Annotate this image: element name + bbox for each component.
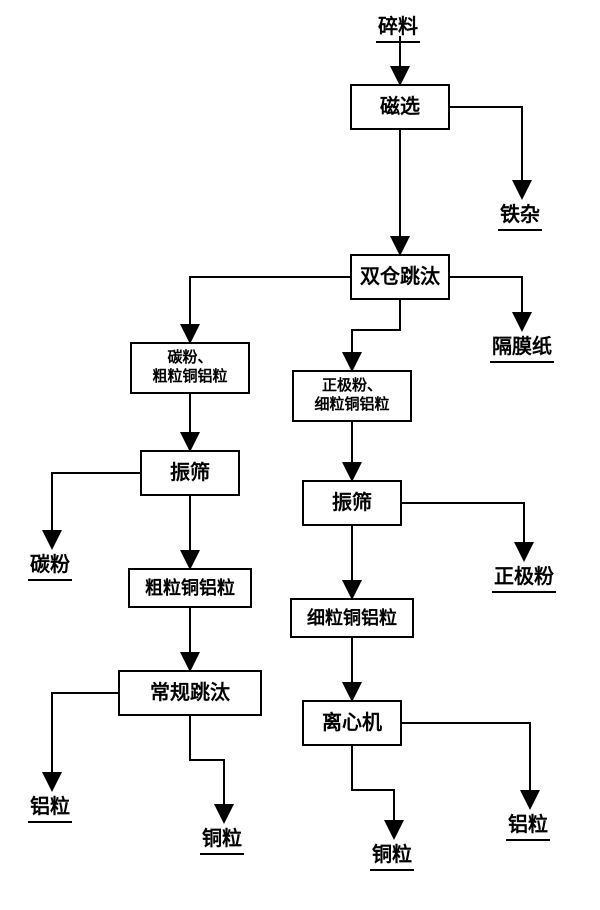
box-dualjig: 双仓跳汰 (350, 254, 450, 300)
box-left-sieve: 振筛 (140, 450, 240, 496)
terminal-cu-right: 铜粒 (370, 838, 414, 871)
box-conv-jig: 常规跳汰 (118, 670, 262, 716)
terminal-cathode-out: 正极粉 (492, 560, 556, 593)
terminal-al-right: 铝粒 (506, 808, 550, 841)
terminal-al-left: 铝粒 (28, 790, 72, 823)
terminal-separator-paper: 隔膜纸 (490, 330, 554, 363)
terminal-cu-left: 铜粒 (200, 822, 244, 855)
box-left-mix-line1: 碳粉、粗粒铜铝粒 (152, 349, 227, 387)
box-coarse-cual: 粗粒铜铝粒 (128, 568, 252, 608)
box-magsep: 磁选 (350, 84, 450, 130)
box-left-mix: 碳粉、粗粒铜铝粒 (130, 342, 250, 394)
flowchart-canvas: 碎料 磁选 铁杂 双仓跳汰 隔膜纸 碳粉、粗粒铜铝粒 正极粉、细粒铜铝粒 振筛 … (0, 0, 600, 910)
box-centrifuge: 离心机 (302, 700, 402, 746)
terminal-carbon-out: 碳粉 (28, 548, 72, 581)
box-fine-cual: 细粒铜铝粒 (290, 598, 414, 638)
terminal-input-top: 碎料 (376, 10, 420, 43)
flowchart-edges (0, 0, 600, 910)
box-right-mix-line1: 正极粉、细粒铜铝粒 (314, 377, 389, 415)
box-right-sieve: 振筛 (302, 480, 402, 526)
box-right-mix: 正极粉、细粒铜铝粒 (292, 370, 412, 422)
terminal-iron-out: 铁杂 (498, 198, 542, 231)
